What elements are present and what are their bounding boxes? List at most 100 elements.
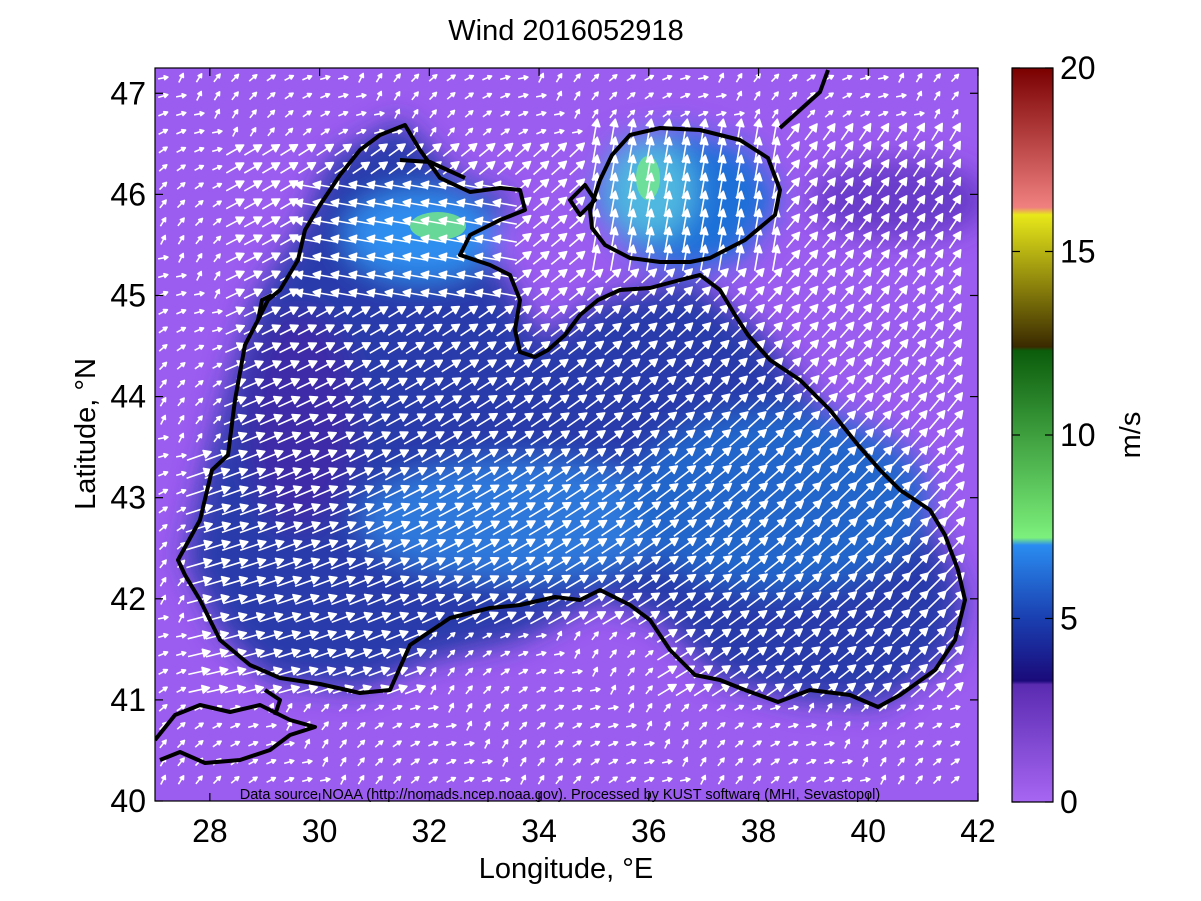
wind-vector [896,704,906,712]
wind-vector [385,629,409,642]
wind-vector [785,267,801,285]
wind-vector [700,774,707,785]
wind-vector [492,198,517,208]
wind-vector [446,92,456,100]
wind-vector [370,161,388,175]
wind-vector [478,323,497,337]
wind-vector [912,249,926,267]
wind-vector [640,340,658,356]
wind-vector [784,393,803,411]
wind-vector [675,411,695,429]
wind-vector [860,110,871,118]
wind-vector [855,591,876,609]
wind-vector [477,377,498,391]
wind-vector [839,285,855,303]
wind-vector [356,722,366,730]
wind-vector [203,503,231,516]
wind-vector [259,612,284,623]
wind-vector [679,74,691,81]
wind-vector [908,517,930,539]
wind-vector [610,684,617,695]
wind-vector [644,92,654,100]
wind-vector [293,521,321,534]
wind-vector [366,180,391,190]
wind-vector [439,466,464,482]
wind-vector [175,290,187,297]
wind-vector [295,611,320,623]
wind-vector [243,162,263,174]
wind-vector [212,344,223,351]
wind-vector [803,303,819,320]
wind-vector [348,502,375,517]
wind-vector [294,288,319,298]
wind-vector [517,75,529,81]
wind-vector [621,411,642,428]
wind-vector [177,757,185,767]
wind-vector [638,447,660,465]
wind-vector [423,359,444,373]
wind-vector [876,285,890,303]
wind-vector [312,270,337,280]
wind-vector [945,535,965,557]
wind-vector [355,110,367,117]
wind-vector [474,520,500,536]
wind-vector [280,143,299,156]
wind-vector [403,575,428,588]
wind-vector [276,557,303,570]
wind-vector [411,109,419,119]
wind-vector [620,447,642,465]
wind-vector [243,144,263,156]
wind-vector [764,573,786,591]
wind-vector [876,195,890,213]
wind-vector [566,611,589,625]
wind-vector [337,92,349,99]
wind-vector [626,632,636,640]
wind-vector [474,252,499,262]
wind-vector [294,198,319,208]
wind-vector [532,269,550,283]
wind-vector [535,110,547,117]
wind-vector [257,521,285,534]
wind-vector [160,774,167,785]
wind-vector [824,776,835,783]
wind-vector [729,393,749,411]
wind-vector [819,446,839,466]
wind-vector [232,126,239,137]
wind-vector [178,252,185,263]
wind-vector [374,722,384,730]
wind-vector [441,341,461,355]
wind-vector [176,488,187,495]
wind-vector [824,110,834,118]
wind-vector [550,232,568,248]
wind-vector [212,415,222,425]
wind-vector [770,758,780,766]
wind-vector [356,128,367,135]
wind-vector [551,142,568,158]
wind-vector [731,268,747,284]
wind-vector [536,686,547,694]
wind-vector [331,449,356,463]
wind-vector [787,722,799,729]
wind-vector [463,758,475,765]
wind-vector [893,339,909,357]
wind-vector [420,557,446,571]
wind-vector [948,230,962,249]
wind-vector [691,500,715,520]
wind-vector [175,110,187,117]
wind-vector [626,758,637,765]
wind-vector [840,213,854,231]
wind-vector [567,358,587,374]
wind-vector [475,430,499,446]
wind-vector [158,470,169,477]
wind-vector [860,703,870,713]
wind-vector [459,377,480,391]
wind-vector [321,739,329,749]
wind-vector [212,398,222,406]
wind-vector [608,776,618,784]
wind-vector [518,686,528,694]
wind-vector [855,463,875,484]
wind-vector [949,704,961,711]
wind-vector [637,483,661,501]
wind-vector [348,485,374,499]
wind-vector [195,73,203,83]
